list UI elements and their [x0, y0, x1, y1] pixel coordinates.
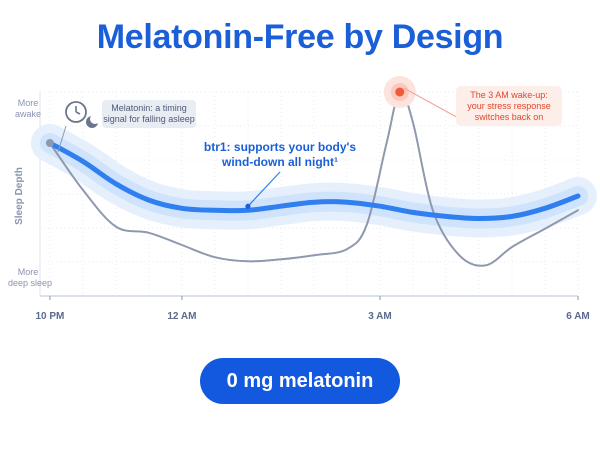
x-tick-label: 10 PM [35, 311, 64, 322]
melatonin-label-box [102, 100, 196, 128]
x-tick-label: 12 AM [167, 311, 196, 322]
btr1-annotation: btr1: supports your body's [204, 140, 357, 154]
x-tick-label: 3 AM [368, 311, 392, 322]
y-top-label: awake [15, 109, 41, 119]
moon-icon-cut [90, 114, 100, 124]
x-tick-label: 6 AM [566, 311, 590, 322]
y-axis-label: Sleep Depth [14, 167, 25, 225]
btr1-connector [247, 171, 281, 207]
wakeup-point [395, 87, 405, 97]
clock-hand [75, 111, 81, 115]
btr1-annotation: wind-down all night¹ [221, 155, 338, 169]
wakeup-annotation: The 3 AM wake-up: [470, 90, 548, 100]
series-lines [47, 90, 581, 267]
wakeup-annotation: your stress response [467, 101, 551, 111]
btr1-line [47, 140, 581, 222]
start-point [45, 139, 54, 147]
y-top-label: More [18, 98, 39, 108]
wakeup-label-box [456, 86, 562, 126]
melatonin-line [48, 90, 579, 267]
page-title: Melatonin-Free by Design [96, 18, 504, 56]
y-bottom-label: deep sleep [8, 278, 52, 288]
y-bottom-label: More [18, 267, 39, 277]
melatonin-annotation: signal for falling asleep [103, 114, 195, 124]
melatonin-connector [57, 125, 67, 153]
wakeup-annotation: switches back on [475, 112, 544, 122]
melatonin-annotation: Melatonin: a timing [111, 103, 187, 113]
btr1-point [245, 203, 251, 209]
melatonin-free-button[interactable]: 0 mg melatonin [200, 358, 400, 404]
wakeup-connector [403, 87, 463, 121]
